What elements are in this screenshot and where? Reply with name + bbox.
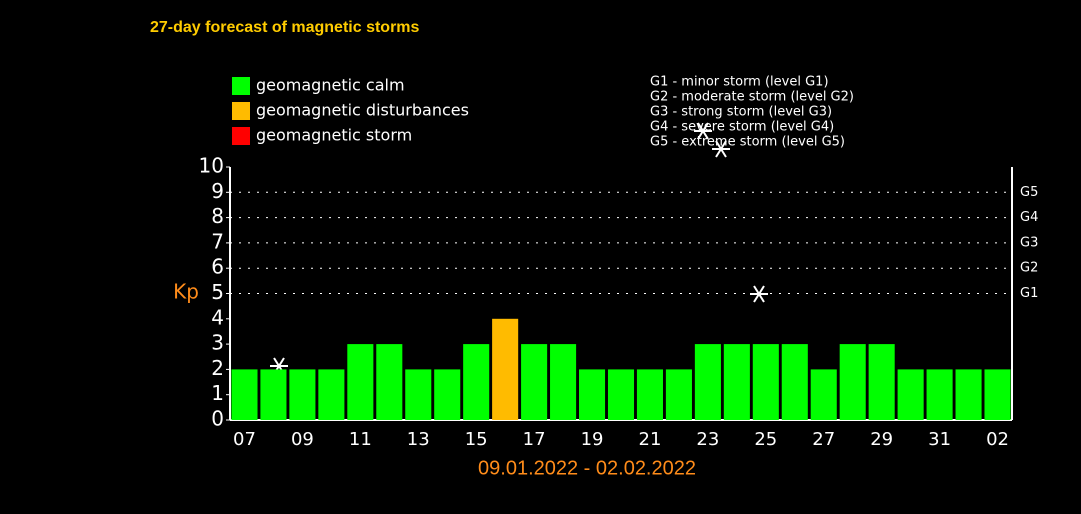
bar	[405, 369, 432, 420]
bar	[289, 369, 316, 420]
x-tick-label: 11	[349, 429, 372, 450]
y2-tick-label: G3	[1020, 235, 1038, 250]
bar	[665, 369, 692, 420]
bar	[607, 369, 635, 420]
bar	[231, 369, 258, 420]
y2-tick-label: G1	[1020, 286, 1038, 301]
x-tick-label: 15	[465, 429, 488, 450]
storm-level-note: G1 - minor storm (level G1)	[650, 75, 829, 90]
bar	[781, 344, 808, 420]
legend-label: geomagnetic storm	[256, 126, 412, 145]
x-tick-label: 17	[523, 429, 546, 450]
y2-tick-label: G5	[1020, 185, 1038, 200]
bar	[260, 369, 287, 420]
y-tick-label: 4	[211, 305, 224, 329]
legend-swatch	[232, 102, 250, 120]
y-tick-label: 1	[211, 381, 224, 405]
y-tick-label: 7	[211, 229, 224, 253]
legend-label: geomagnetic calm	[256, 76, 405, 95]
x-axis-label: 09.01.2022 - 02.02.2022	[478, 457, 696, 479]
x-tick-label: 19	[581, 429, 604, 450]
bar	[579, 369, 606, 420]
storm-level-note: G4 - severe storm (level G4)	[650, 120, 834, 135]
y-tick-label: 6	[211, 255, 224, 279]
bar	[636, 369, 663, 420]
y-tick-label: 3	[211, 331, 224, 355]
legend-swatch	[232, 77, 250, 95]
bar	[897, 369, 924, 420]
bar	[752, 344, 779, 420]
y-tick-label: 0	[211, 407, 224, 431]
bar	[868, 344, 895, 420]
x-tick-label: 13	[407, 429, 430, 450]
y-tick-label: 2	[211, 356, 224, 380]
legend-swatch	[232, 127, 250, 145]
y-tick-label: 8	[211, 204, 224, 228]
bar	[463, 344, 490, 420]
bar	[376, 344, 403, 420]
y-tick-label: 10	[199, 154, 224, 178]
bar	[984, 369, 1011, 420]
y2-tick-label: G4	[1020, 210, 1038, 225]
bar	[521, 344, 548, 420]
x-tick-label: 07	[233, 429, 256, 450]
x-tick-label: 31	[928, 429, 951, 450]
storm-level-note: G3 - strong storm (level G3)	[650, 105, 832, 120]
legend-label: geomagnetic disturbances	[256, 101, 469, 120]
x-tick-label: 27	[812, 429, 835, 450]
chart-title: 27-day forecast of magnetic storms	[150, 19, 420, 36]
y-tick-label: 9	[211, 179, 224, 203]
x-tick-label: 29	[870, 429, 893, 450]
y2-tick-label: G2	[1020, 261, 1038, 276]
storm-level-note: G5 - extreme storm (level G5)	[650, 135, 845, 150]
y-axis-label: Kp	[173, 280, 199, 304]
bar	[318, 369, 345, 420]
x-tick-label: 23	[696, 429, 719, 450]
x-tick-label: 09	[291, 429, 314, 450]
x-tick-label: 21	[639, 429, 662, 450]
bar	[550, 344, 577, 420]
bar	[723, 344, 750, 420]
bar	[926, 369, 953, 420]
bar	[347, 344, 374, 420]
bar	[839, 344, 866, 420]
y-tick-label: 5	[211, 280, 224, 304]
x-tick-label: 02	[986, 429, 1009, 450]
x-tick-label: 25	[754, 429, 777, 450]
bar	[955, 369, 982, 420]
storm-level-note: G2 - moderate storm (level G2)	[650, 90, 854, 105]
bar	[434, 369, 461, 420]
bar	[694, 344, 721, 420]
bar	[492, 318, 519, 420]
bar	[810, 369, 837, 420]
